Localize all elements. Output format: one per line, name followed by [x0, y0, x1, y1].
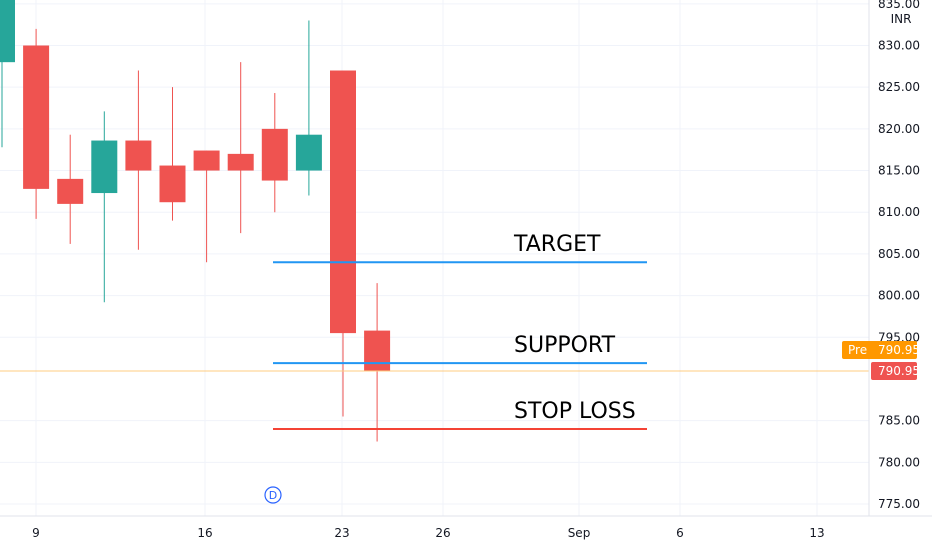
candle-body — [193, 150, 220, 171]
price-axis[interactable]: 835.00 830.00 825.00 820.00 815.00 810.00 805.… — [868, 0, 932, 516]
candle-body — [57, 178, 84, 204]
candle[interactable] — [193, 150, 220, 263]
level-support[interactable]: SUPPORT — [273, 333, 647, 365]
x-tick-label: 23 — [334, 526, 349, 540]
chart-grid — [0, 0, 869, 516]
last-price-label: 790.95 — [878, 364, 920, 378]
y-tick-label: 805.00 — [878, 247, 920, 261]
y-tick-label: 780.00 — [878, 455, 920, 469]
y-tick-label: 830.00 — [878, 39, 920, 53]
candle[interactable] — [57, 134, 84, 244]
candle-body — [364, 330, 391, 372]
y-tick-label: 800.00 — [878, 289, 920, 303]
candle[interactable] — [261, 93, 288, 213]
x-tick-label: 26 — [435, 526, 450, 540]
level-label: SUPPORT — [514, 333, 616, 358]
pre-market-label: Pre — [848, 343, 867, 357]
candle[interactable] — [295, 20, 322, 196]
candle[interactable] — [125, 70, 152, 250]
time-axis[interactable]: 9 16 23 26 Sep 6 13 — [0, 515, 932, 550]
x-tick-label: 9 — [32, 526, 40, 540]
candle-body — [261, 128, 288, 181]
candle-body — [295, 134, 322, 171]
candles-layer — [0, 0, 391, 442]
x-tick-label: Sep — [568, 526, 591, 540]
candle[interactable] — [23, 28, 50, 219]
y-tick-label: 795.00 — [878, 330, 920, 344]
y-tick-label: 775.00 — [878, 497, 920, 511]
currency-label: INR — [891, 12, 912, 26]
candle[interactable] — [91, 111, 118, 303]
x-tick-label: 13 — [809, 526, 824, 540]
candle-body — [23, 45, 50, 189]
level-label: TARGET — [513, 232, 601, 257]
candle[interactable] — [0, 0, 15, 148]
candle[interactable] — [227, 62, 254, 234]
candle-body — [0, 0, 15, 63]
price-badges: Pre 790.95 790.95 — [842, 341, 920, 381]
candle[interactable] — [159, 87, 186, 221]
y-tick-label: 810.00 — [878, 205, 920, 219]
levels-layer: TARGET SUPPORT STOP LOSS — [273, 232, 647, 430]
level-target[interactable]: TARGET — [273, 232, 647, 264]
dividend-marker-label: D — [269, 489, 277, 502]
x-tick-label: 16 — [197, 526, 212, 540]
candle-body — [159, 165, 186, 203]
candle-body — [330, 70, 356, 334]
x-tick-label: 6 — [676, 526, 684, 540]
y-tick-label: 785.00 — [878, 414, 920, 428]
y-tick-label: 815.00 — [878, 164, 920, 178]
pre-market-price: 790.95 — [878, 343, 920, 357]
y-tick-label: 835.00 — [878, 0, 920, 11]
y-tick-label: 825.00 — [878, 80, 920, 94]
pre-market-badge — [842, 341, 917, 360]
y-tick-label: 820.00 — [878, 122, 920, 136]
candle[interactable] — [330, 70, 356, 417]
level-stop-loss[interactable]: STOP LOSS — [273, 399, 647, 430]
candle-body — [227, 153, 254, 171]
last-price-badge — [871, 362, 917, 381]
candle-body — [91, 140, 118, 194]
level-label: STOP LOSS — [514, 399, 636, 424]
candle-body — [125, 140, 152, 171]
dividend-marker[interactable]: D — [264, 486, 282, 504]
